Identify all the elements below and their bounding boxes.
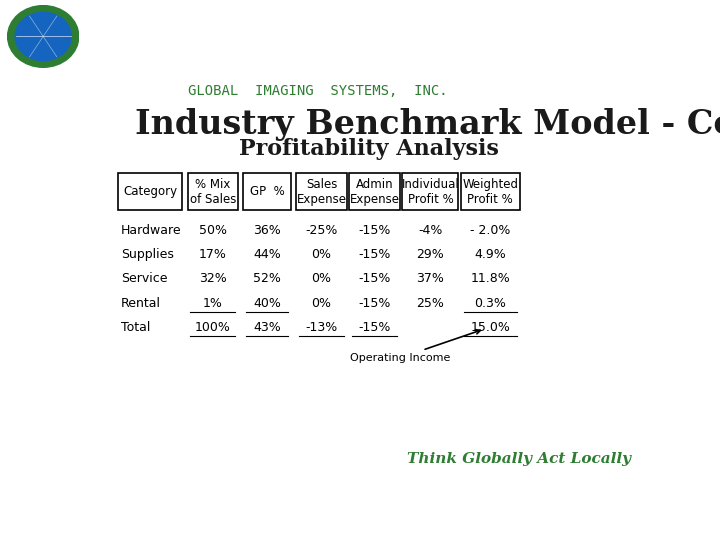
Text: Service: Service	[121, 273, 167, 286]
Text: 25%: 25%	[416, 296, 444, 309]
Text: -4%: -4%	[418, 224, 443, 237]
Text: -15%: -15%	[359, 248, 391, 261]
Text: 0%: 0%	[312, 296, 332, 309]
Text: Think Globally Act Locally: Think Globally Act Locally	[408, 452, 631, 466]
Text: - 2.0%: - 2.0%	[470, 224, 510, 237]
Text: 1%: 1%	[203, 296, 222, 309]
Text: 36%: 36%	[253, 224, 281, 237]
Text: Supplies: Supplies	[121, 248, 174, 261]
Text: 15.0%: 15.0%	[470, 321, 510, 334]
Text: 32%: 32%	[199, 273, 227, 286]
Text: 0%: 0%	[312, 248, 332, 261]
FancyBboxPatch shape	[349, 173, 400, 210]
Text: Profitability Analysis: Profitability Analysis	[239, 138, 499, 159]
Text: 100%: 100%	[195, 321, 230, 334]
Text: Operating Income: Operating Income	[349, 330, 480, 363]
Text: 50%: 50%	[199, 224, 227, 237]
Text: Industry Benchmark Model - Copiers: Industry Benchmark Model - Copiers	[135, 109, 720, 141]
Text: 44%: 44%	[253, 248, 281, 261]
Text: Weighted
Profit %: Weighted Profit %	[462, 178, 518, 206]
FancyBboxPatch shape	[243, 173, 291, 210]
Text: Rental: Rental	[121, 296, 161, 309]
FancyBboxPatch shape	[461, 173, 520, 210]
FancyBboxPatch shape	[402, 173, 459, 210]
Text: GP  %: GP %	[250, 185, 284, 198]
Text: -15%: -15%	[359, 224, 391, 237]
Text: Category: Category	[123, 185, 177, 198]
Text: Sales
Expense: Sales Expense	[297, 178, 346, 206]
Text: 4.9%: 4.9%	[474, 248, 506, 261]
Text: 40%: 40%	[253, 296, 281, 309]
Text: Hardware: Hardware	[121, 224, 181, 237]
Text: 0%: 0%	[312, 273, 332, 286]
FancyBboxPatch shape	[118, 173, 182, 210]
Text: GLOBAL  IMAGING  SYSTEMS,  INC.: GLOBAL IMAGING SYSTEMS, INC.	[188, 84, 447, 98]
Text: 37%: 37%	[416, 273, 444, 286]
Text: 17%: 17%	[199, 248, 227, 261]
Text: % Mix
of Sales: % Mix of Sales	[189, 178, 236, 206]
Text: Total: Total	[121, 321, 150, 334]
Text: 11.8%: 11.8%	[470, 273, 510, 286]
Text: 0.3%: 0.3%	[474, 296, 506, 309]
Text: -15%: -15%	[359, 273, 391, 286]
Text: -15%: -15%	[359, 321, 391, 334]
Text: -25%: -25%	[305, 224, 338, 237]
Text: 29%: 29%	[416, 248, 444, 261]
Circle shape	[14, 11, 72, 62]
Circle shape	[9, 6, 78, 66]
FancyBboxPatch shape	[188, 173, 238, 210]
Text: 43%: 43%	[253, 321, 281, 334]
Text: Admin
Expense: Admin Expense	[350, 178, 400, 206]
Text: 52%: 52%	[253, 273, 281, 286]
Text: -15%: -15%	[359, 296, 391, 309]
Text: -13%: -13%	[305, 321, 338, 334]
FancyBboxPatch shape	[297, 173, 347, 210]
Text: Individual
Profit %: Individual Profit %	[402, 178, 459, 206]
